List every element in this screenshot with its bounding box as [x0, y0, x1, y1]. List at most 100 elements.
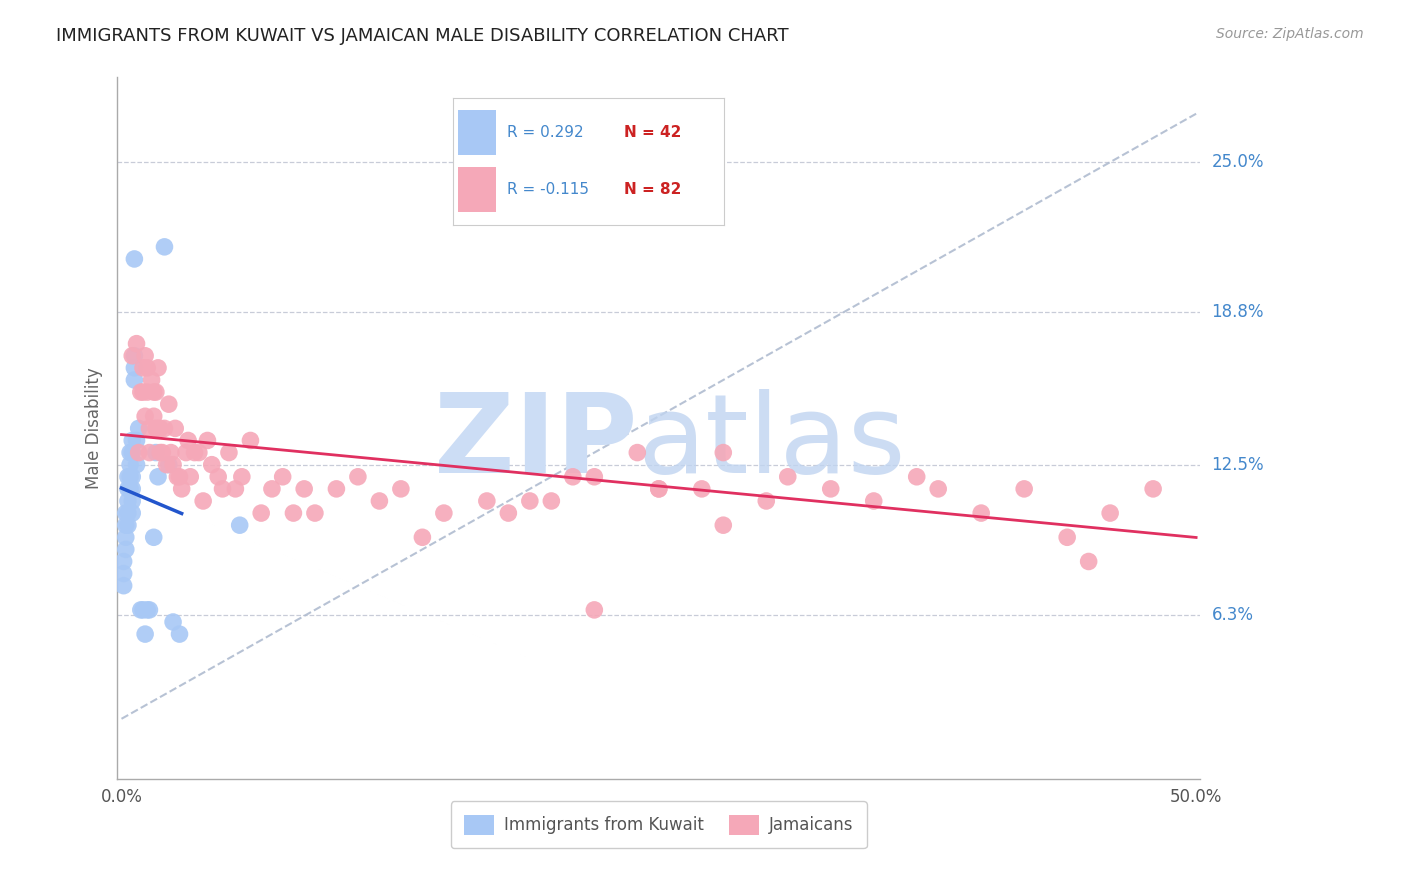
Point: [136, 385, 159, 400]
Point: [648, 482, 671, 496]
Point: [134, 627, 156, 641]
Point: [690, 482, 713, 496]
Point: [228, 518, 250, 533]
Point: [162, 615, 184, 629]
Text: Source: ZipAtlas.com: Source: ZipAtlas.com: [1216, 27, 1364, 41]
Point: [121, 506, 143, 520]
Point: [138, 603, 160, 617]
Point: [498, 506, 520, 520]
Point: [120, 470, 142, 484]
Point: [519, 494, 541, 508]
Point: [260, 482, 283, 496]
Point: [211, 482, 233, 496]
Point: [239, 434, 262, 448]
Text: 25.0%: 25.0%: [1212, 153, 1264, 171]
Point: [165, 421, 187, 435]
Point: [136, 360, 159, 375]
Point: [132, 385, 155, 400]
Text: ZIP: ZIP: [434, 389, 637, 496]
Point: [145, 421, 167, 435]
Text: 12.5%: 12.5%: [1212, 456, 1264, 474]
Point: [170, 482, 193, 496]
Point: [271, 470, 294, 484]
Point: [905, 470, 928, 484]
Text: 6.3%: 6.3%: [1212, 606, 1254, 624]
Point: [121, 482, 143, 496]
Legend: Immigrants from Kuwait, Jamaicans: Immigrants from Kuwait, Jamaicans: [451, 801, 868, 848]
Point: [125, 458, 148, 472]
Point: [132, 603, 155, 617]
Point: [561, 470, 583, 484]
Point: [149, 445, 172, 459]
Point: [124, 360, 146, 375]
Point: [117, 494, 139, 508]
Text: IMMIGRANTS FROM KUWAIT VS JAMAICAN MALE DISABILITY CORRELATION CHART: IMMIGRANTS FROM KUWAIT VS JAMAICAN MALE …: [56, 27, 789, 45]
Point: [224, 482, 246, 496]
Point: [475, 494, 498, 508]
Point: [141, 373, 163, 387]
Point: [162, 458, 184, 472]
Point: [142, 409, 165, 424]
Point: [160, 445, 183, 459]
Point: [755, 494, 778, 508]
Point: [121, 494, 143, 508]
Point: [146, 360, 169, 375]
Point: [142, 530, 165, 544]
Point: [132, 360, 155, 375]
Point: [124, 349, 146, 363]
Point: [540, 494, 562, 508]
Point: [648, 482, 671, 496]
Point: [146, 470, 169, 484]
Point: [433, 506, 456, 520]
Point: [583, 603, 606, 617]
Point: [153, 421, 176, 435]
Point: [117, 506, 139, 520]
Point: [114, 542, 136, 557]
Point: [112, 554, 135, 568]
Point: [187, 445, 209, 459]
Point: [711, 445, 734, 459]
Point: [112, 566, 135, 581]
Point: [112, 579, 135, 593]
Point: [125, 336, 148, 351]
Point: [121, 470, 143, 484]
Point: [1077, 554, 1099, 568]
Point: [124, 373, 146, 387]
Text: 18.8%: 18.8%: [1212, 303, 1264, 321]
Point: [121, 349, 143, 363]
Point: [177, 434, 200, 448]
Point: [129, 385, 152, 400]
Point: [207, 470, 229, 484]
Y-axis label: Male Disability: Male Disability: [86, 368, 103, 489]
Point: [411, 530, 433, 544]
Point: [1012, 482, 1035, 496]
Point: [117, 482, 139, 496]
Point: [128, 421, 150, 435]
Point: [142, 385, 165, 400]
Point: [169, 470, 191, 484]
Point: [134, 349, 156, 363]
Point: [138, 445, 160, 459]
Point: [138, 421, 160, 435]
Point: [475, 179, 498, 194]
Point: [124, 252, 146, 266]
Point: [389, 482, 412, 496]
Point: [145, 445, 167, 459]
Point: [970, 506, 993, 520]
Point: [1142, 482, 1164, 496]
Point: [150, 445, 173, 459]
Point: [197, 434, 219, 448]
Point: [218, 445, 240, 459]
Text: atlas: atlas: [637, 389, 905, 496]
Point: [129, 603, 152, 617]
Point: [157, 397, 180, 411]
Point: [169, 627, 191, 641]
Point: [114, 518, 136, 533]
Point: [125, 434, 148, 448]
Point: [191, 494, 214, 508]
Point: [231, 470, 253, 484]
Point: [145, 385, 167, 400]
Point: [292, 482, 315, 496]
Point: [114, 530, 136, 544]
Point: [136, 603, 159, 617]
